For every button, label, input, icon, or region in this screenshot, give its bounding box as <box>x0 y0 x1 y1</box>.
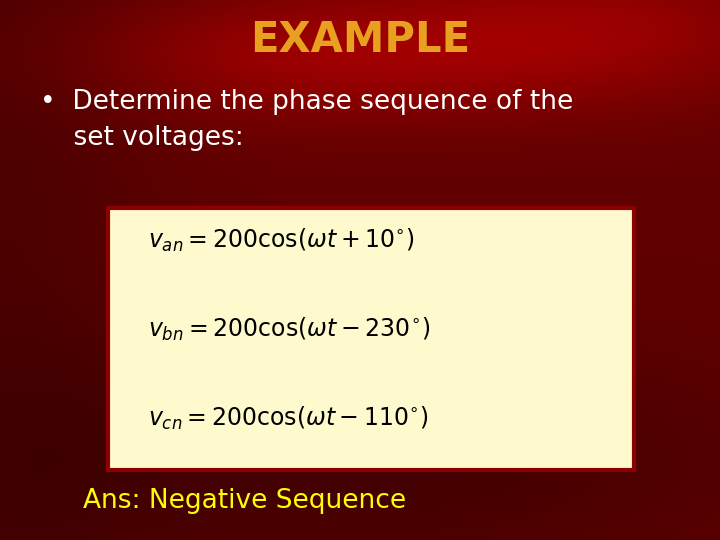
FancyBboxPatch shape <box>108 208 634 470</box>
Text: •  Determine the phase sequence of the
    set voltages:: • Determine the phase sequence of the se… <box>40 89 573 151</box>
Text: $v_{an} = 200\cos(\omega t + 10^{\circ})$: $v_{an} = 200\cos(\omega t + 10^{\circ})… <box>148 227 415 254</box>
Text: Ans: Negative Sequence: Ans: Negative Sequence <box>84 488 406 514</box>
Text: $v_{bn} = 200\cos(\omega t - 230^{\circ})$: $v_{bn} = 200\cos(\omega t - 230^{\circ}… <box>148 316 430 343</box>
Text: EXAMPLE: EXAMPLE <box>250 19 470 61</box>
Text: $v_{cn} = 200\cos(\omega t - 110^{\circ})$: $v_{cn} = 200\cos(\omega t - 110^{\circ}… <box>148 405 428 432</box>
